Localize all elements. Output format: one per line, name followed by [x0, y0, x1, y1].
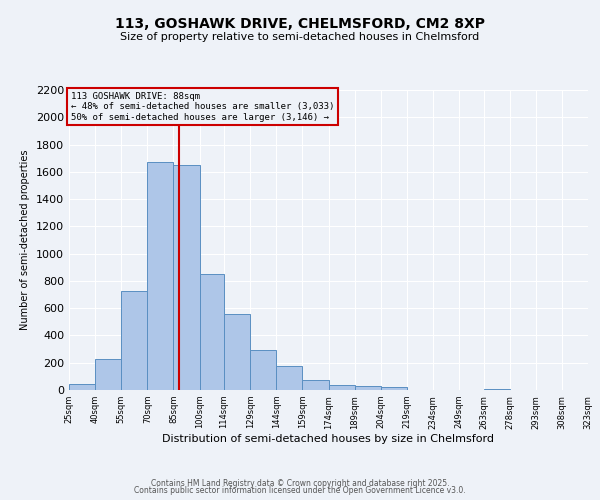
Text: Contains public sector information licensed under the Open Government Licence v3: Contains public sector information licen… [134, 486, 466, 495]
Bar [224, 314, 250, 390]
Bar [250, 350, 276, 390]
Bar [95, 360, 121, 390]
Bar [69, 384, 95, 390]
Y-axis label: Number of semi-detached properties: Number of semi-detached properties [20, 150, 31, 330]
Text: Contains HM Land Registry data © Crown copyright and database right 2025.: Contains HM Land Registry data © Crown c… [151, 478, 449, 488]
Bar [355, 386, 381, 390]
X-axis label: Distribution of semi-detached houses by size in Chelmsford: Distribution of semi-detached houses by … [163, 434, 494, 444]
Text: 113, GOSHAWK DRIVE, CHELMSFORD, CM2 8XP: 113, GOSHAWK DRIVE, CHELMSFORD, CM2 8XP [115, 18, 485, 32]
Text: 113 GOSHAWK DRIVE: 88sqm
← 48% of semi-detached houses are smaller (3,033)
50% o: 113 GOSHAWK DRIVE: 88sqm ← 48% of semi-d… [71, 92, 334, 122]
Text: Size of property relative to semi-detached houses in Chelmsford: Size of property relative to semi-detach… [121, 32, 479, 42]
Bar [121, 291, 148, 390]
Bar [173, 165, 200, 390]
Bar [148, 162, 173, 390]
Bar [276, 366, 302, 390]
Bar [381, 388, 407, 390]
Bar [302, 380, 329, 390]
Bar [200, 274, 224, 390]
Bar [484, 388, 509, 390]
Bar [329, 384, 355, 390]
